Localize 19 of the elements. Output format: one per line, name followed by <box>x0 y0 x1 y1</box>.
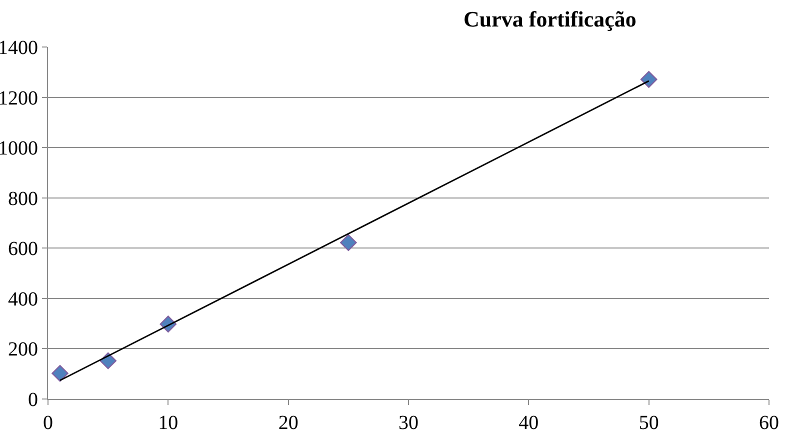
y-tick-label: 800 <box>8 188 38 210</box>
x-tick-label: 0 <box>43 412 53 434</box>
x-tick-label: 60 <box>759 412 779 434</box>
y-tick-label: 600 <box>8 238 38 260</box>
x-tick-label: 30 <box>398 412 418 434</box>
y-tick-label: 1200 <box>0 87 38 110</box>
point <box>340 234 357 252</box>
y-tick-label: 200 <box>8 338 38 361</box>
y-tick-label: 1400 <box>0 37 38 59</box>
point <box>52 364 68 382</box>
x-tick-label: 20 <box>278 412 298 434</box>
chart-title: Curva fortificação <box>463 6 636 32</box>
x-tick-label: 50 <box>638 412 659 434</box>
y-tick-label: 0 <box>28 389 38 411</box>
point <box>640 71 658 88</box>
y-tick-label: 1000 <box>0 138 38 160</box>
y-tick-label: 400 <box>8 288 38 310</box>
x-tick-label: 10 <box>158 412 178 434</box>
x-tick-label: 40 <box>518 412 539 434</box>
